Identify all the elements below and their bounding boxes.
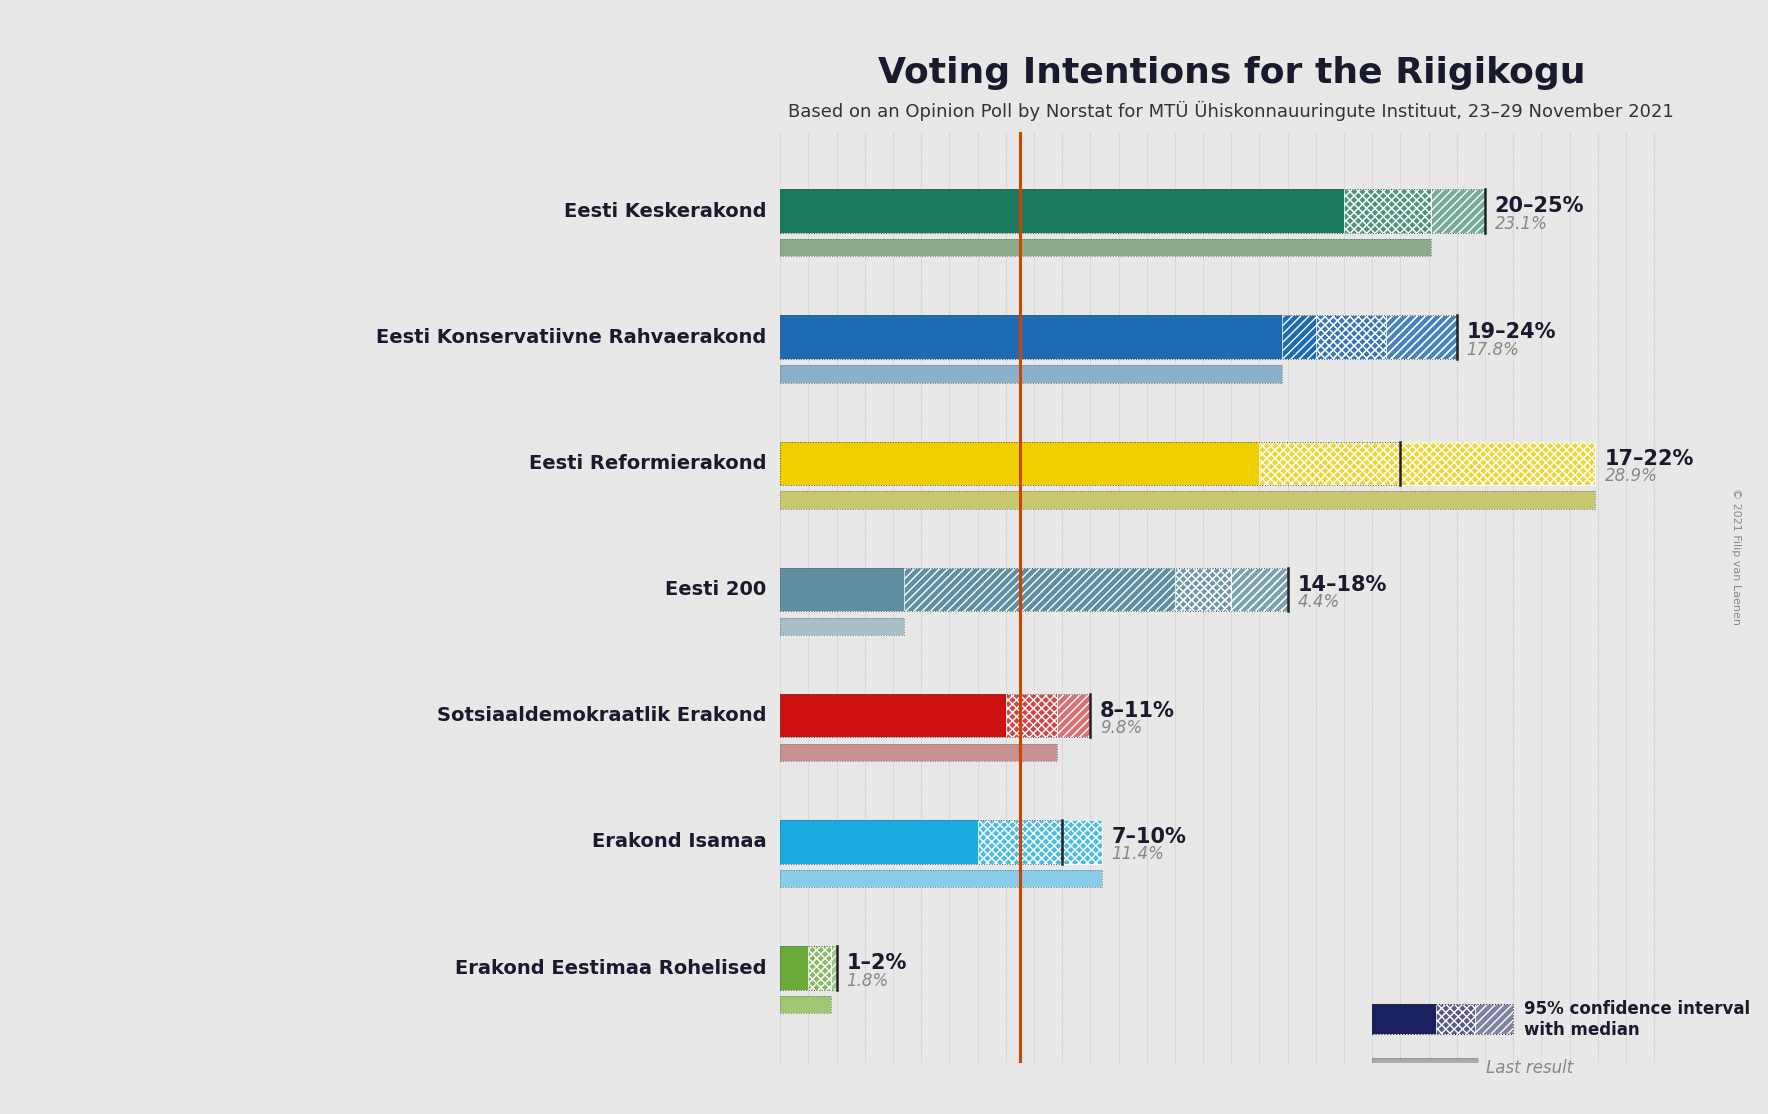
Bar	[780, 568, 1176, 612]
Text: Erakond Isamaa: Erakond Isamaa	[592, 832, 766, 851]
Bar	[780, 946, 836, 989]
Bar	[1315, 315, 1386, 359]
Bar	[780, 240, 1432, 256]
Bar	[780, 365, 1282, 382]
Bar	[780, 996, 831, 1014]
Text: 4.4%: 4.4%	[1298, 593, 1340, 612]
Text: Eesti Reformierakond: Eesti Reformierakond	[529, 453, 766, 472]
Text: 28.9%: 28.9%	[1605, 467, 1658, 485]
Bar	[1372, 1005, 1436, 1034]
Bar	[780, 365, 1282, 382]
Bar	[1436, 1005, 1475, 1034]
Bar	[780, 744, 1057, 761]
Bar	[780, 441, 1259, 485]
Bar	[1259, 441, 1595, 485]
Bar	[1436, 1005, 1475, 1034]
Text: Last result: Last result	[1487, 1059, 1574, 1077]
Bar	[780, 315, 1315, 359]
Bar	[780, 491, 1595, 509]
Bar	[780, 946, 808, 989]
Text: 23.1%: 23.1%	[1494, 215, 1547, 233]
Bar	[1344, 189, 1432, 233]
Text: Eesti Konservatiivne Rahvaerakond: Eesti Konservatiivne Rahvaerakond	[377, 328, 766, 346]
Bar	[903, 568, 1287, 612]
Bar	[780, 996, 831, 1014]
Text: 1–2%: 1–2%	[847, 954, 907, 974]
Text: 8–11%: 8–11%	[1100, 701, 1176, 721]
Bar	[1432, 189, 1485, 233]
Text: Sotsiaaldemokraatlik Erakond: Sotsiaaldemokraatlik Erakond	[437, 706, 766, 725]
Bar	[780, 315, 1457, 359]
Bar	[1386, 315, 1457, 359]
Bar	[1372, 1058, 1478, 1078]
Bar	[780, 870, 1101, 887]
Bar	[780, 744, 1057, 761]
Bar	[780, 694, 1091, 737]
Bar	[1259, 441, 1595, 485]
Text: Eesti 200: Eesti 200	[665, 580, 766, 599]
Bar	[1372, 1058, 1478, 1078]
Text: 7–10%: 7–10%	[1112, 827, 1186, 847]
Text: 14–18%: 14–18%	[1298, 575, 1386, 595]
Bar	[903, 568, 1287, 612]
Text: 9.8%: 9.8%	[1100, 720, 1142, 737]
Bar	[780, 820, 978, 863]
Bar	[1057, 694, 1091, 737]
Text: 11.4%: 11.4%	[1112, 846, 1165, 863]
Bar	[1231, 568, 1287, 612]
Bar	[1006, 694, 1057, 737]
Bar	[831, 946, 836, 989]
Text: 17.8%: 17.8%	[1467, 341, 1519, 359]
Text: Erakond Eestimaa Rohelised: Erakond Eestimaa Rohelised	[454, 958, 766, 977]
Text: © 2021 Filip van Laenen: © 2021 Filip van Laenen	[1731, 489, 1741, 625]
Bar	[780, 820, 1063, 863]
Bar	[780, 870, 1101, 887]
Bar	[978, 820, 1101, 863]
Text: 95% confidence interval
with median: 95% confidence interval with median	[1524, 1000, 1750, 1038]
Text: 17–22%: 17–22%	[1605, 449, 1694, 469]
Text: Voting Intentions for the Riigikogu: Voting Intentions for the Riigikogu	[877, 57, 1586, 90]
Bar	[1176, 568, 1231, 612]
Bar	[1475, 1005, 1513, 1034]
Bar	[1432, 189, 1485, 233]
Bar	[1057, 694, 1091, 737]
Bar	[1006, 694, 1057, 737]
Bar	[1475, 1005, 1513, 1034]
Bar	[831, 946, 836, 989]
Bar	[780, 491, 1595, 509]
Bar	[808, 946, 831, 989]
Bar	[780, 617, 903, 635]
Text: Eesti Keskerakond: Eesti Keskerakond	[564, 202, 766, 221]
Bar	[1282, 315, 1457, 359]
Bar	[780, 441, 1400, 485]
Bar	[780, 189, 1485, 233]
Bar	[1315, 315, 1386, 359]
Bar	[1372, 1005, 1513, 1034]
Text: 1.8%: 1.8%	[847, 971, 889, 989]
Bar	[978, 820, 1101, 863]
Text: 20–25%: 20–25%	[1494, 196, 1584, 216]
Text: Based on an Opinion Poll by Norstat for MTÜ Ühiskonnauuringute Instituut, 23–29 : Based on an Opinion Poll by Norstat for …	[789, 101, 1674, 121]
Text: 19–24%: 19–24%	[1467, 322, 1556, 342]
Bar	[780, 617, 903, 635]
Bar	[780, 189, 1344, 233]
Bar	[780, 240, 1432, 256]
Bar	[1386, 315, 1457, 359]
Bar	[1231, 568, 1287, 612]
Bar	[780, 568, 1287, 612]
Bar	[808, 946, 831, 989]
Bar	[1344, 189, 1432, 233]
Bar	[780, 694, 1006, 737]
Bar	[1176, 568, 1231, 612]
Bar	[1282, 315, 1457, 359]
